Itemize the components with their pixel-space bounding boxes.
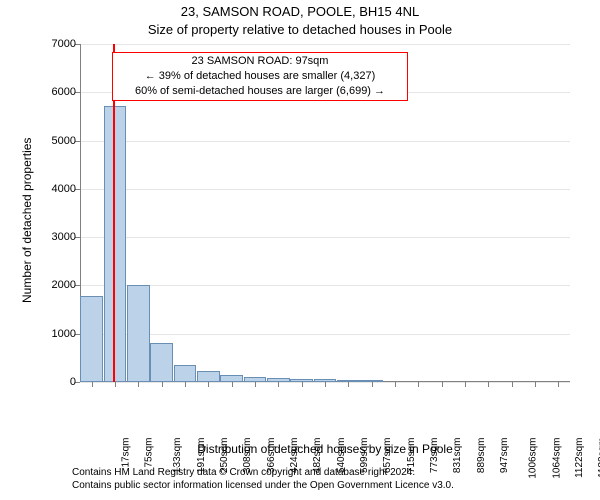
x-tick-mark	[535, 382, 536, 387]
x-tick-label: 424sqm	[289, 438, 300, 474]
x-tick-label: 1006sqm	[528, 438, 539, 479]
x-tick-mark	[115, 382, 116, 387]
annotation-line3: 60% of semi-detached houses are larger (…	[117, 84, 403, 99]
histogram-bar	[220, 375, 243, 382]
x-tick-label: 599sqm	[359, 438, 370, 474]
chart-title-line1: 23, SAMSON ROAD, POOLE, BH15 4NL	[0, 4, 600, 19]
x-tick-label: 715sqm	[406, 438, 417, 474]
x-tick-label: 17sqm	[120, 438, 131, 468]
x-tick-mark	[488, 382, 489, 387]
x-tick-mark	[185, 382, 186, 387]
x-tick-mark	[278, 382, 279, 387]
y-tick-label: 5000	[44, 135, 76, 147]
y-tick-label: 4000	[44, 183, 76, 195]
x-tick-mark	[512, 382, 513, 387]
grid-line	[80, 189, 570, 190]
comparison-annotation: 23 SAMSON ROAD: 97sqm ← 39% of detached …	[112, 52, 408, 101]
y-tick-label: 3000	[44, 231, 76, 243]
x-tick-label: 191sqm	[196, 438, 207, 474]
x-tick-label: 250sqm	[219, 438, 230, 474]
x-tick-mark	[465, 382, 466, 387]
y-axis-label: Number of detached properties	[20, 138, 34, 303]
x-tick-mark	[208, 382, 209, 387]
annotation-line1: 23 SAMSON ROAD: 97sqm	[117, 54, 403, 69]
x-tick-mark	[442, 382, 443, 387]
x-tick-mark	[302, 382, 303, 387]
x-tick-mark	[255, 382, 256, 387]
x-tick-label: 482sqm	[312, 438, 323, 474]
histogram-bar	[150, 343, 173, 382]
x-tick-label: 366sqm	[266, 438, 277, 474]
grid-line	[80, 141, 570, 142]
x-tick-mark	[162, 382, 163, 387]
x-tick-label: 308sqm	[242, 438, 253, 474]
x-tick-mark	[138, 382, 139, 387]
x-tick-mark	[395, 382, 396, 387]
x-tick-label: 1064sqm	[551, 438, 562, 479]
footer-line1: Contains HM Land Registry data © Crown c…	[72, 466, 454, 479]
x-tick-label: 133sqm	[172, 438, 183, 474]
y-tick-label: 7000	[44, 38, 76, 50]
x-tick-mark	[348, 382, 349, 387]
y-tick-label: 0	[44, 376, 76, 388]
x-tick-label: 889sqm	[476, 438, 487, 474]
annotation-line2: ← 39% of detached houses are smaller (4,…	[117, 69, 403, 84]
grid-line	[80, 237, 570, 238]
y-tick-label: 1000	[44, 328, 76, 340]
x-tick-label: 75sqm	[144, 438, 155, 468]
x-tick-mark	[372, 382, 373, 387]
grid-line	[80, 285, 570, 286]
x-tick-mark	[558, 382, 559, 387]
x-tick-mark	[92, 382, 93, 387]
grid-line	[80, 334, 570, 335]
histogram-bar	[80, 296, 103, 382]
x-tick-mark	[418, 382, 419, 387]
grid-line	[80, 44, 570, 45]
histogram-bar	[127, 285, 150, 382]
x-tick-label: 947sqm	[499, 438, 510, 474]
x-tick-mark	[325, 382, 326, 387]
footer-line2: Contains public sector information licen…	[72, 479, 454, 492]
x-tick-mark	[232, 382, 233, 387]
y-tick-label: 6000	[44, 86, 76, 98]
chart-container: 23, SAMSON ROAD, POOLE, BH15 4NL Size of…	[0, 0, 600, 500]
y-tick-label: 2000	[44, 279, 76, 291]
x-tick-label: 540sqm	[336, 438, 347, 474]
x-tick-label: 773sqm	[429, 438, 440, 474]
x-tick-label: 831sqm	[452, 438, 463, 474]
footer-attribution: Contains HM Land Registry data © Crown c…	[72, 466, 454, 492]
x-tick-label: 1122sqm	[574, 438, 585, 478]
chart-title-line2: Size of property relative to detached ho…	[0, 22, 600, 37]
histogram-bar	[197, 371, 220, 382]
x-tick-label: 657sqm	[382, 438, 393, 474]
histogram-bar	[174, 365, 197, 382]
